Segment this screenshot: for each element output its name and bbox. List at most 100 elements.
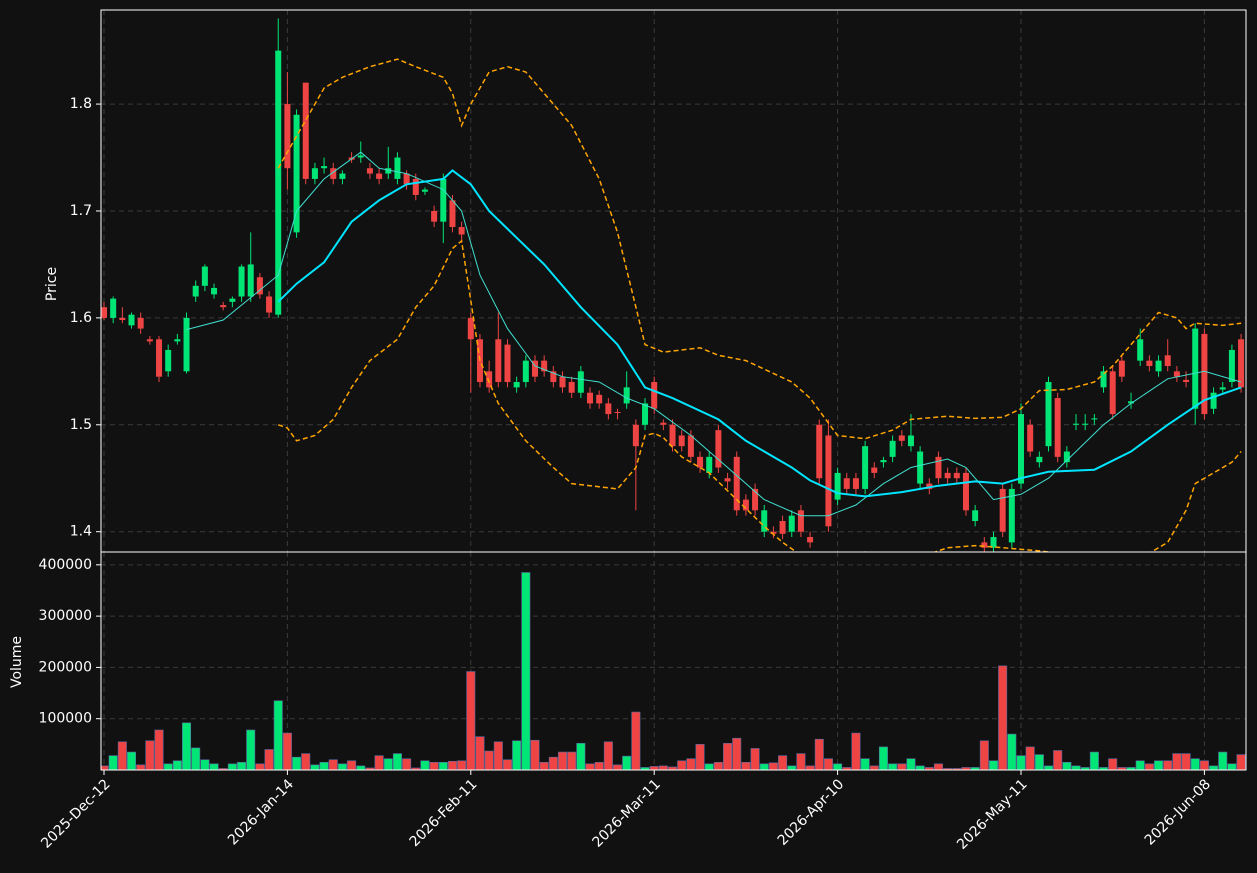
candle-body xyxy=(440,178,447,222)
volume-bar xyxy=(292,756,302,770)
volume-bar xyxy=(512,740,522,770)
candle-body xyxy=(944,472,951,479)
volume-axis-label: Volume xyxy=(9,636,25,688)
volume-bar xyxy=(961,767,971,770)
candle-body xyxy=(220,305,227,308)
volume-bar xyxy=(101,765,109,770)
volume-bar xyxy=(154,729,164,770)
candle-body xyxy=(660,422,667,425)
candle-body xyxy=(421,189,428,192)
candle-body xyxy=(183,317,190,372)
candle-body xyxy=(146,339,153,342)
volume-bar xyxy=(457,760,467,770)
volume-bar xyxy=(796,753,806,770)
volume-bar xyxy=(539,762,549,770)
volume-bar xyxy=(778,755,788,770)
candle-body xyxy=(1036,456,1043,463)
volume-bar xyxy=(677,760,687,770)
candle-body xyxy=(311,168,318,179)
candle-body xyxy=(1054,398,1061,457)
candle-body xyxy=(1073,423,1080,425)
candle-body xyxy=(825,435,832,527)
candle-body xyxy=(1164,355,1171,366)
volume-bar xyxy=(1016,755,1026,770)
candle-body xyxy=(1183,379,1190,383)
candle-body xyxy=(706,456,713,473)
volume-bar xyxy=(787,765,797,770)
indicator-line xyxy=(277,169,1242,498)
volume-bar xyxy=(649,766,659,770)
volume-bar xyxy=(704,763,714,770)
volume-bar xyxy=(200,759,210,770)
volume-bar xyxy=(979,740,989,770)
candle-body xyxy=(1045,382,1052,447)
volume-bar xyxy=(136,764,146,770)
volume-bar xyxy=(658,765,668,770)
volume-tick-label: 300000 xyxy=(39,608,92,624)
candle-body xyxy=(596,394,603,404)
volume-bar xyxy=(420,760,430,770)
volume-bar xyxy=(237,762,247,770)
volume-bar xyxy=(145,740,155,770)
candle-body xyxy=(1201,333,1208,415)
volume-bar xyxy=(246,729,256,770)
volume-tick-label: 400000 xyxy=(39,557,92,573)
volume-bar xyxy=(383,758,393,770)
volume-bar xyxy=(1053,750,1063,770)
candle-body xyxy=(165,349,172,372)
candle-body xyxy=(211,287,218,295)
candle-body xyxy=(550,371,557,383)
volume-bar xyxy=(970,767,980,770)
candle-body xyxy=(807,537,814,543)
candle-body xyxy=(376,173,383,179)
candle-body xyxy=(504,344,511,383)
candle-body xyxy=(513,382,520,388)
candle-body xyxy=(256,277,263,295)
volume-bar xyxy=(484,750,494,770)
candle-body xyxy=(642,403,649,425)
volume-bar xyxy=(622,755,632,770)
candle-body xyxy=(834,472,841,500)
candle-body xyxy=(632,424,639,447)
candle-body xyxy=(495,339,502,383)
volume-bar xyxy=(502,759,512,770)
volume-bar xyxy=(1218,751,1228,770)
candle-body xyxy=(797,510,804,532)
volume-bar xyxy=(1135,760,1145,770)
volume-bar xyxy=(411,767,421,770)
candle-body xyxy=(779,520,786,534)
volume-bar xyxy=(365,767,375,770)
candle-body xyxy=(1063,451,1070,463)
volume-bar xyxy=(603,741,613,770)
candle-body xyxy=(1173,371,1180,377)
volume-bar xyxy=(1071,765,1081,770)
volume-bar xyxy=(723,743,733,770)
volume-bar xyxy=(1080,767,1090,770)
volume-bar xyxy=(429,762,439,770)
volume-bar xyxy=(842,767,852,770)
volume-bar xyxy=(255,763,265,770)
candle-body xyxy=(431,210,438,222)
volume-bar xyxy=(557,751,567,770)
volume-bar xyxy=(301,753,311,770)
candle-body xyxy=(1210,392,1217,409)
candle-body xyxy=(449,200,456,228)
volume-bar xyxy=(264,749,274,770)
volume-bar xyxy=(943,768,953,770)
volume-bar xyxy=(466,671,476,770)
volume-bar xyxy=(1089,751,1099,770)
volume-panel xyxy=(101,572,1246,770)
volume-bar xyxy=(933,763,943,770)
volume-bar xyxy=(1199,760,1209,770)
candle-body xyxy=(1192,328,1199,409)
candle-body xyxy=(687,435,694,457)
volume-bar xyxy=(695,744,705,770)
candle-body xyxy=(357,155,364,158)
volume-bar xyxy=(1007,733,1017,770)
candle-body xyxy=(394,157,401,179)
volume-bar xyxy=(860,758,870,770)
volume-bar xyxy=(1108,758,1118,770)
volume-tick-label: 100000 xyxy=(39,711,92,727)
candle-body xyxy=(917,451,924,484)
volume-bar xyxy=(1190,758,1200,770)
